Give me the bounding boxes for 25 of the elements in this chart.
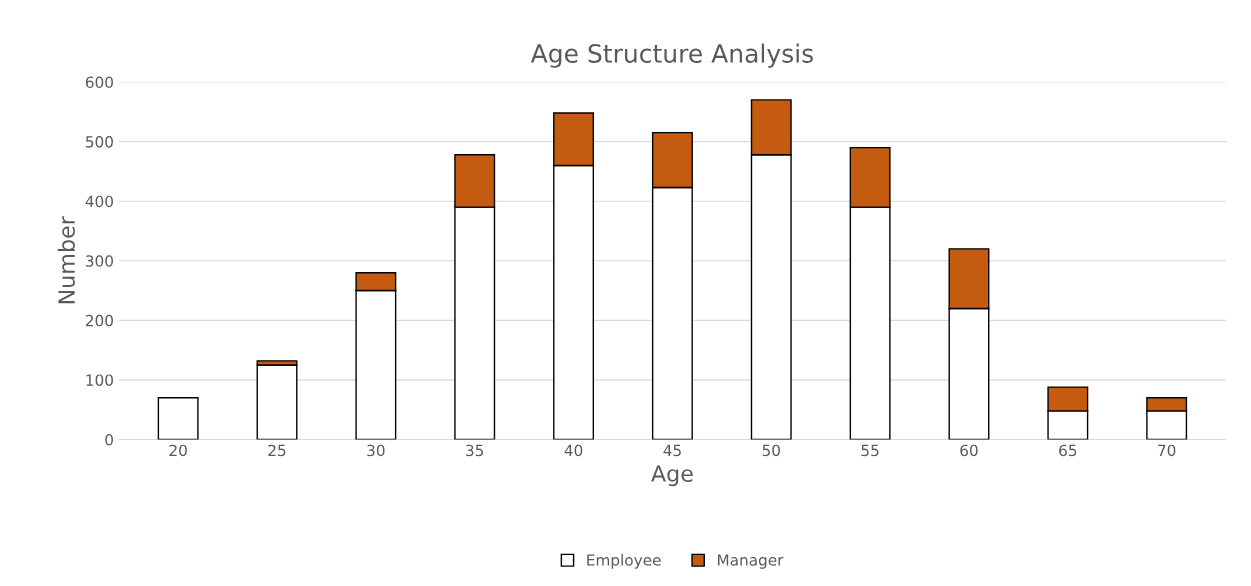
y-tick-label: 400: [85, 195, 113, 208]
legend-label: Manager: [717, 554, 784, 569]
x-tick-label: 65: [1059, 444, 1077, 457]
x-tick-label: 35: [466, 444, 484, 457]
y-tick-label: 200: [85, 314, 113, 327]
legend-label: Employee: [587, 553, 661, 569]
x-tick-label: 30: [367, 444, 385, 457]
x-tick-label: 50: [762, 444, 780, 457]
y-tick-label: 600: [85, 76, 113, 89]
x-tick-label: 20: [169, 444, 187, 457]
x-tick-label: 45: [663, 444, 681, 457]
y-tick-label: 300: [85, 255, 113, 267]
chart-title: Age Structure Analysis: [530, 43, 813, 68]
y-tick-label: 100: [86, 374, 113, 386]
bar: [256, 364, 298, 440]
x-tick-label: 55: [861, 444, 879, 457]
x-tick-label: 40: [564, 444, 583, 457]
x-axis-title: Age: [651, 465, 693, 487]
y-tick-label: 500: [86, 136, 113, 148]
x-tick-label: 25: [268, 444, 286, 457]
x-tick-label: 60: [960, 444, 978, 457]
x-tick-label: 70: [1158, 444, 1176, 457]
y-axis-title: Number: [57, 216, 75, 304]
y-tick-label: 0: [105, 433, 113, 446]
bar: [157, 397, 199, 440]
